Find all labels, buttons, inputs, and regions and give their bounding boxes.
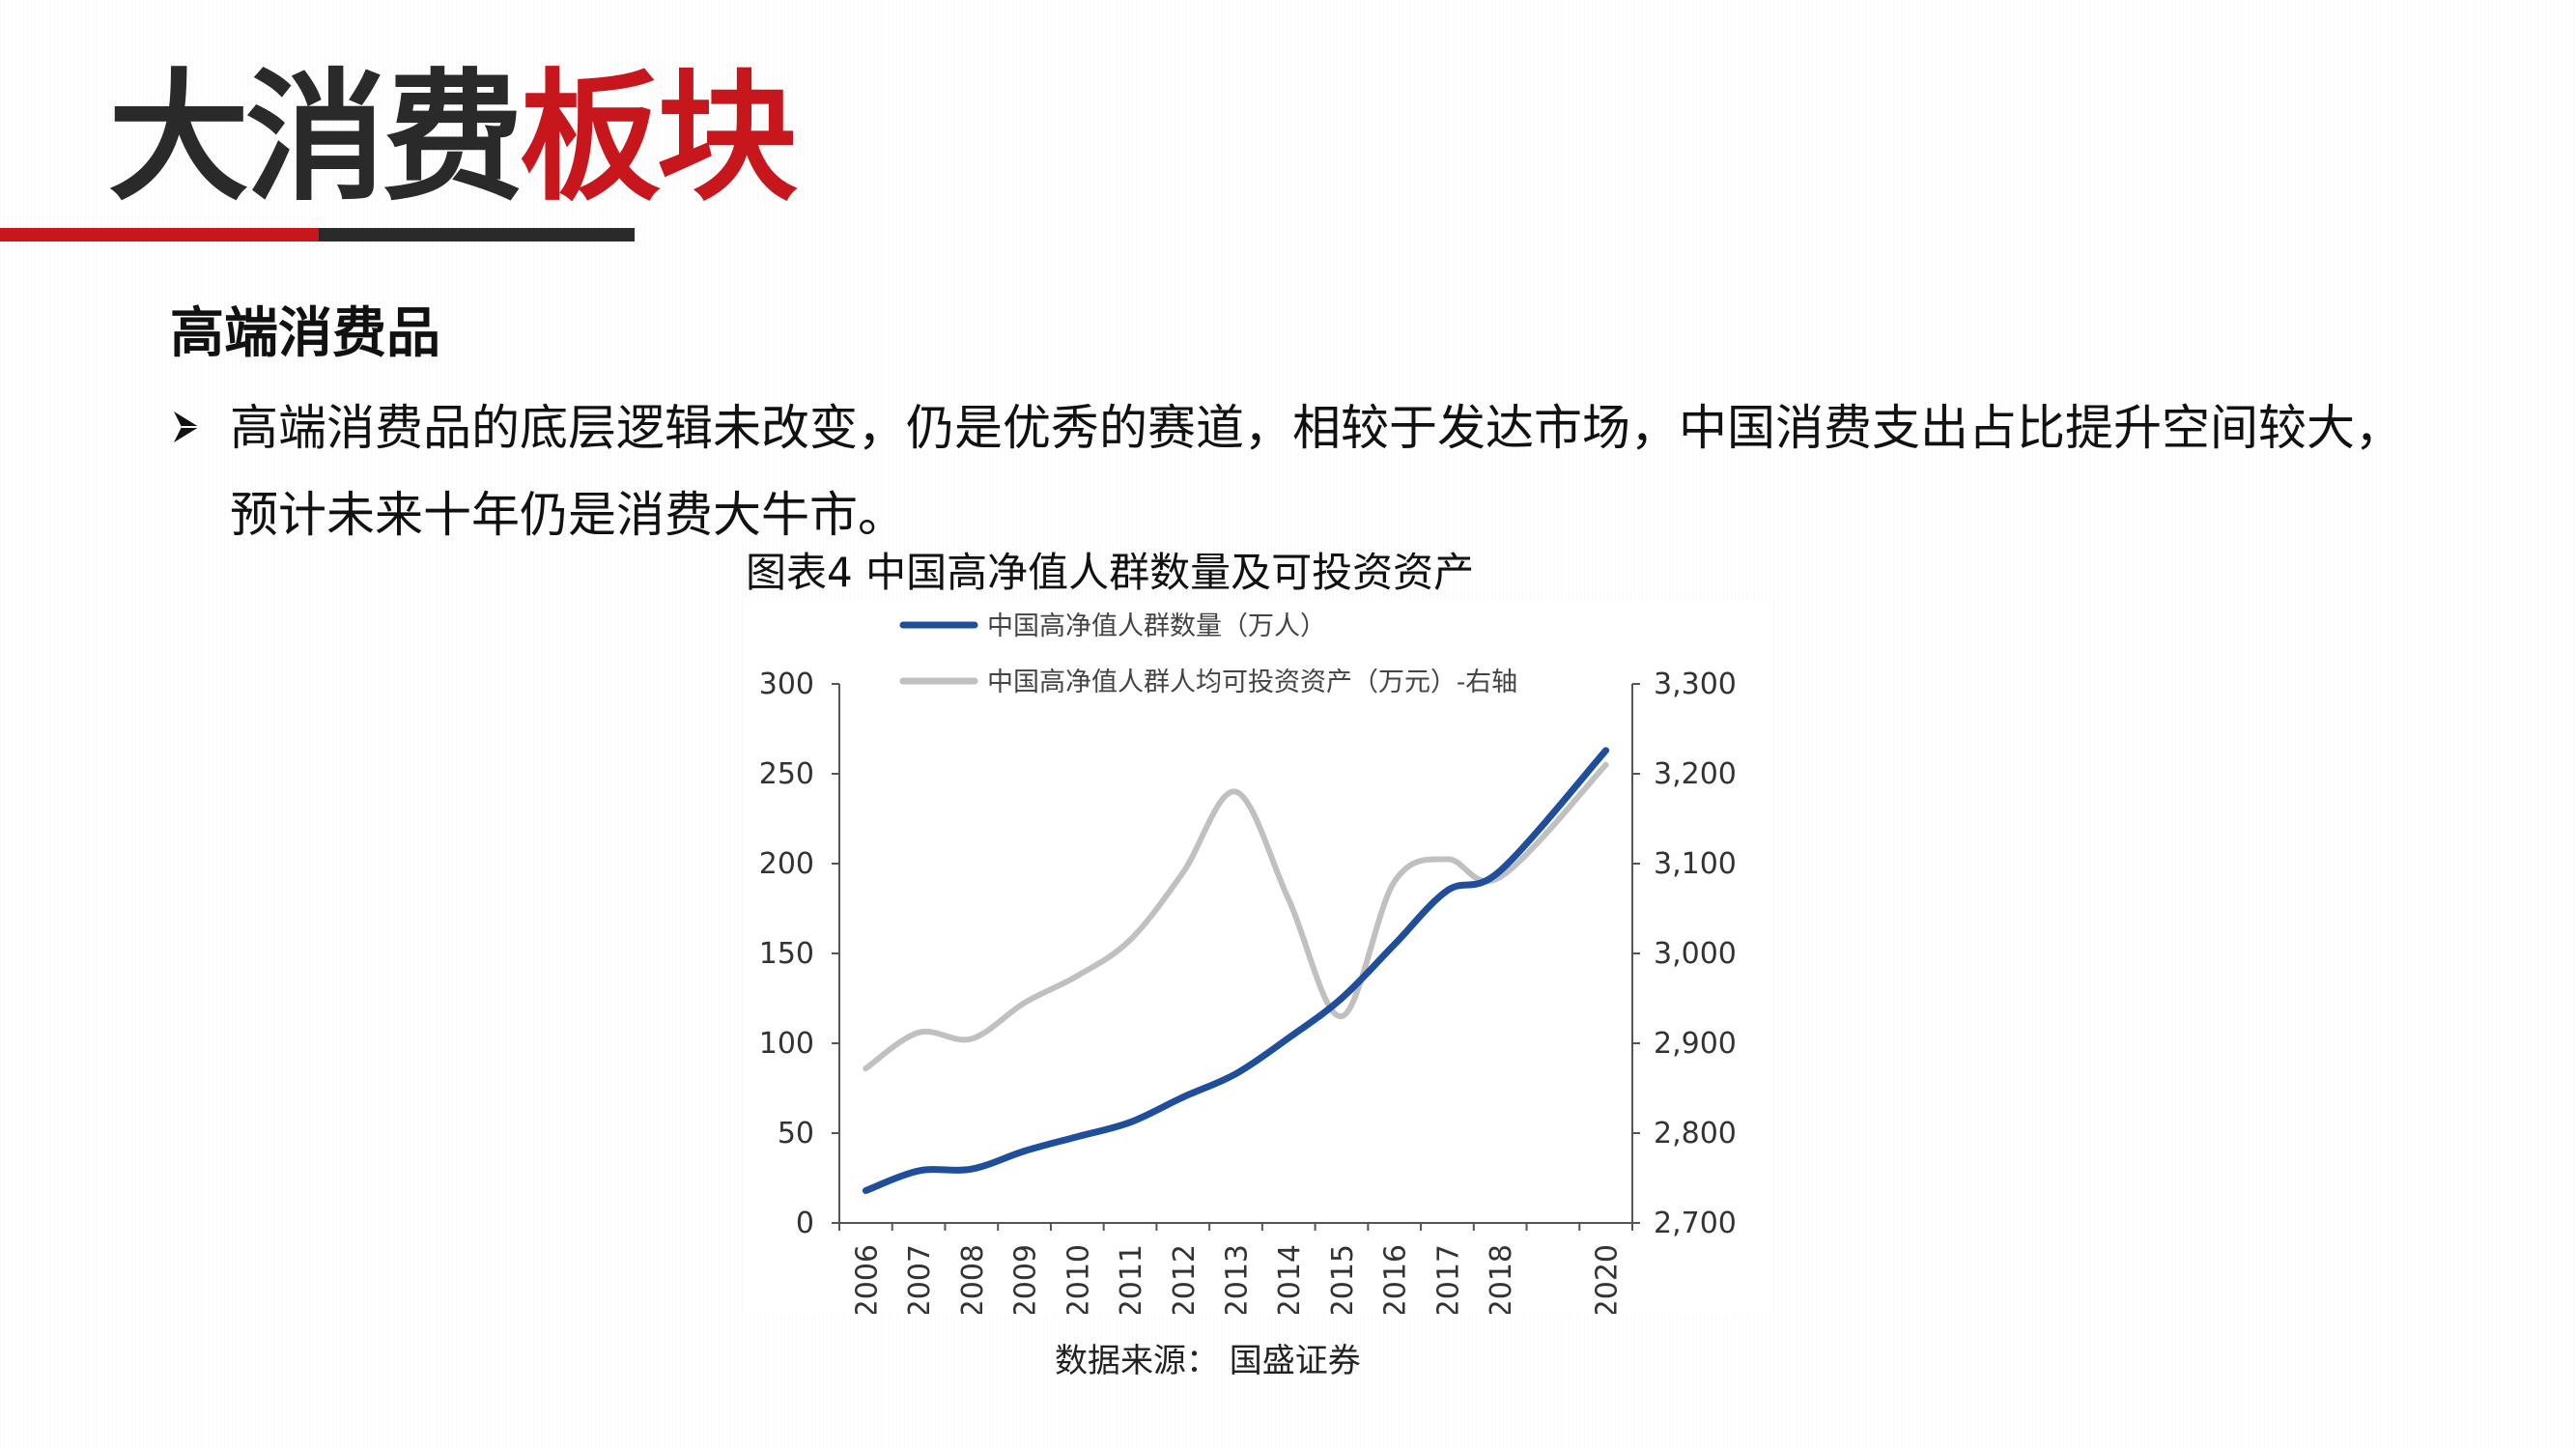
legend-label: 中国高净值人群数量（万人） [987,611,1326,641]
left-y-tick-label: 150 [759,937,814,971]
right-y-tick-label: 3,100 [1654,847,1737,881]
left-y-tick-label: 200 [759,847,814,881]
left-y-tick-label: 0 [796,1207,814,1240]
right-y-tick-label: 3,200 [1654,757,1737,791]
left-y-tick-label: 100 [759,1027,814,1061]
x-tick-label: 2009 [1009,1244,1043,1314]
title-underline-red [0,228,319,242]
legend-label: 中国高净值人群人均可投资资产（万元）-右轴 [987,668,1517,697]
figure-caption: 图表4 中国高净值人群数量及可投资资产 [746,549,1475,596]
x-tick-label: 2013 [1221,1244,1255,1314]
dual-axis-line-chart: 0 50 100 150 200 250 300 2,700 2,800 2,900 3,000 3,… [746,599,1771,1314]
x-tick-label: 2006 [850,1244,884,1314]
title-underline-dark [319,228,635,242]
bullet-text-line-1: 高端消费品的底层逻辑未改变，仍是优秀的赛道，相较于发达市场，中国消费支出占比提升… [230,400,2403,456]
x-tick-label: 2007 [903,1244,937,1314]
x-tick-label: 2008 [956,1244,990,1314]
right-y-tick-label: 2,700 [1654,1207,1737,1240]
left-y-tick-label: 250 [759,757,814,791]
x-tick-label: 2016 [1379,1244,1413,1314]
right-y-tick-label: 2,800 [1654,1117,1737,1151]
x-tick-label: 2018 [1485,1244,1518,1314]
left-y-tick-label: 50 [778,1117,814,1151]
arrowhead-bullet-icon [174,412,199,442]
x-tick-label: 2012 [1168,1244,1202,1314]
x-tick-label: 2011 [1115,1244,1148,1314]
left-y-tick-label: 300 [759,668,814,701]
page-title-part2: 板块 [520,56,798,220]
x-tick-label: 2020 [1591,1244,1625,1314]
data-source-note: 数据来源： 国盛证券 [1055,1342,1361,1380]
page-title: 大消费板块 [108,68,798,209]
right-y-tick-label: 3,000 [1654,937,1737,971]
section-heading: 高端消费品 [170,302,440,365]
x-tick-label: 2015 [1326,1244,1360,1314]
x-tick-label: 2014 [1273,1244,1307,1314]
x-tick-label: 2010 [1062,1244,1095,1314]
series-line-hnwi-count [862,747,1610,1195]
page-title-part1: 大消费 [108,56,524,220]
right-y-tick-label: 2,900 [1654,1027,1737,1061]
bullet-text-line-2: 预计未来十年仍是消费大牛市。 [230,487,906,543]
right-y-tick-label: 3,300 [1654,668,1737,701]
chart-canvas: 0 50 100 150 200 250 300 2,700 2,800 2,900 3,000 3,… [759,611,1737,1314]
series-line-investable-assets [863,761,1609,1072]
x-tick-label: 2017 [1431,1244,1465,1314]
